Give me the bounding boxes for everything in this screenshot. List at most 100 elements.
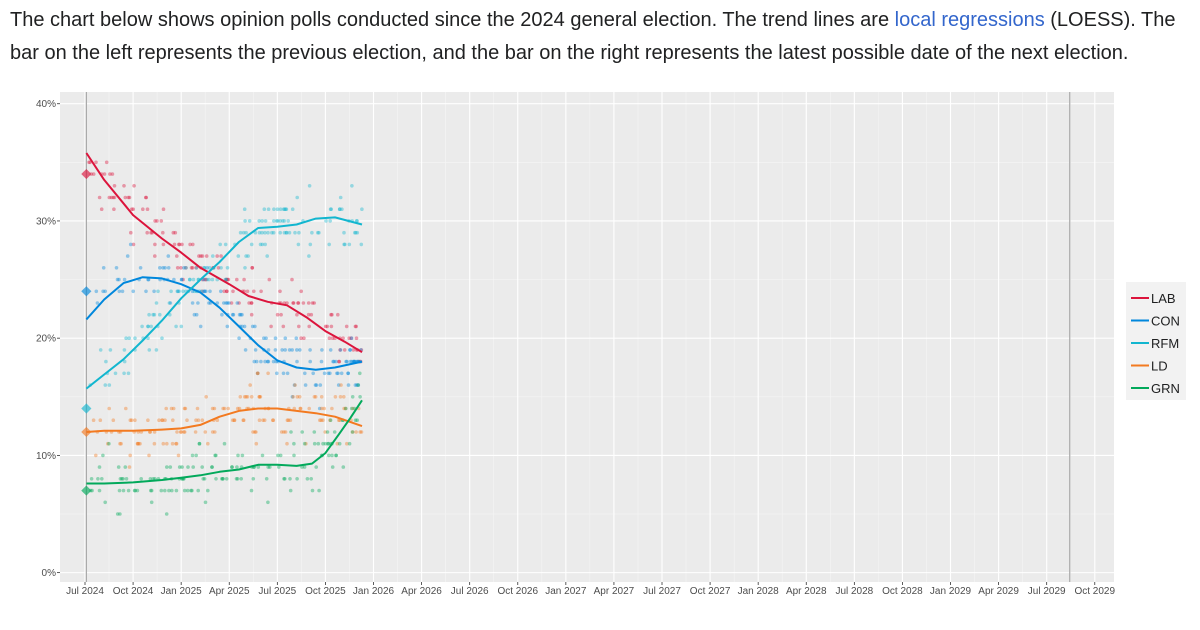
poll-point-rfm <box>103 383 108 387</box>
poll-point-grn <box>148 477 153 481</box>
poll-point-rfm <box>281 207 286 211</box>
poll-point-lab <box>237 301 241 305</box>
poll-point-con <box>161 266 165 270</box>
poll-point-lab <box>180 242 184 247</box>
poll-point-grn <box>256 465 261 469</box>
poll-point-rfm <box>265 254 270 258</box>
poll-point-con <box>318 383 323 387</box>
poll-point-lab <box>341 336 345 341</box>
poll-point-lab <box>173 230 178 235</box>
poll-point-ld <box>128 453 132 458</box>
poll-point-rfm <box>156 289 160 294</box>
poll-point-lab <box>126 195 131 200</box>
poll-point-grn <box>309 477 314 481</box>
poll-point-grn <box>90 488 94 493</box>
poll-point-lab <box>102 172 107 176</box>
poll-point-lab <box>203 277 207 282</box>
poll-point-rfm <box>342 230 346 235</box>
poll-point-con <box>344 359 348 364</box>
poll-point-rfm <box>223 242 228 247</box>
x-tick-label: Apr 2028 <box>786 586 827 597</box>
poll-point-rfm <box>342 242 346 247</box>
poll-point-grn <box>302 465 307 469</box>
poll-point-rfm <box>146 324 150 329</box>
poll-point-ld <box>133 418 137 423</box>
poll-point-lab <box>197 254 201 258</box>
y-tick-label: 40% <box>36 99 56 110</box>
poll-point-grn <box>330 465 335 469</box>
poll-point-ld <box>266 371 270 376</box>
poll-point-lab <box>144 195 148 200</box>
poll-point-grn <box>190 488 194 493</box>
legend-label-lab: LAB <box>1151 291 1176 306</box>
poll-point-ld <box>282 430 286 434</box>
poll-point-ld <box>244 395 248 399</box>
poll-point-lab <box>349 336 354 341</box>
x-tick-label: Jul 2029 <box>1028 586 1066 597</box>
poll-point-ld <box>160 418 165 423</box>
poll-point-ld <box>288 418 293 423</box>
poll-point-con <box>271 359 276 364</box>
poll-point-lab <box>338 348 342 352</box>
poll-point-con <box>332 359 336 364</box>
poll-point-grn <box>206 488 210 493</box>
poll-point-grn <box>123 465 128 469</box>
poll-point-lab <box>129 207 134 211</box>
local-regressions-link[interactable]: local regressions <box>894 9 1045 31</box>
poll-point-rfm <box>354 219 359 223</box>
poll-point-lab <box>279 312 283 317</box>
poll-point-con <box>320 348 324 352</box>
poll-point-ld <box>157 418 161 423</box>
poll-point-con <box>334 359 338 364</box>
poll-point-con <box>328 371 332 376</box>
poll-point-ld <box>171 406 176 411</box>
poll-point-lab <box>306 312 311 317</box>
poll-point-con <box>152 289 156 294</box>
poll-point-lab <box>225 277 230 282</box>
poll-point-con <box>219 289 223 294</box>
poll-point-ld <box>248 383 252 387</box>
poll-point-ld <box>251 430 255 434</box>
x-tick-label: Oct 2024 <box>113 586 154 597</box>
y-tick-label: 30% <box>36 216 56 227</box>
poll-point-grn <box>202 477 207 481</box>
poll-point-rfm <box>167 301 172 305</box>
x-tick-label: Oct 2026 <box>497 586 538 597</box>
poll-point-con <box>146 277 150 282</box>
poll-point-ld <box>203 430 208 434</box>
poll-point-rfm <box>194 266 199 270</box>
poll-point-grn <box>191 465 195 469</box>
poll-point-grn <box>230 465 234 469</box>
poll-point-ld <box>257 395 262 399</box>
poll-point-grn <box>149 488 154 493</box>
poll-point-ld <box>319 418 324 423</box>
poll-point-lab <box>177 242 182 247</box>
poll-point-con <box>95 301 100 305</box>
poll-point-con <box>117 289 122 294</box>
poll-point-con <box>128 242 133 247</box>
poll-point-grn <box>210 465 214 469</box>
poll-point-rfm <box>272 207 276 211</box>
poll-point-ld <box>232 418 236 423</box>
poll-point-grn <box>305 477 310 481</box>
poll-point-rfm <box>290 207 295 211</box>
poll-point-con <box>220 312 224 317</box>
poll-point-lab <box>329 324 334 329</box>
poll-point-con <box>350 359 354 364</box>
poll-point-ld <box>215 418 220 423</box>
poll-point-lab <box>278 289 282 294</box>
poll-point-grn <box>312 430 317 434</box>
y-tick-label: 20% <box>36 334 56 345</box>
poll-point-lab <box>224 277 228 282</box>
poll-point-ld <box>152 441 157 446</box>
poll-point-rfm <box>122 359 127 364</box>
poll-point-ld <box>147 453 151 458</box>
poll-point-con <box>101 289 105 294</box>
poll-point-rfm <box>207 266 212 270</box>
poll-point-ld <box>359 430 364 434</box>
poll-point-grn <box>186 465 190 469</box>
poll-point-con <box>313 383 318 387</box>
poll-point-grn <box>97 465 102 469</box>
poll-point-con <box>238 312 243 317</box>
poll-point-rfm <box>274 219 279 223</box>
